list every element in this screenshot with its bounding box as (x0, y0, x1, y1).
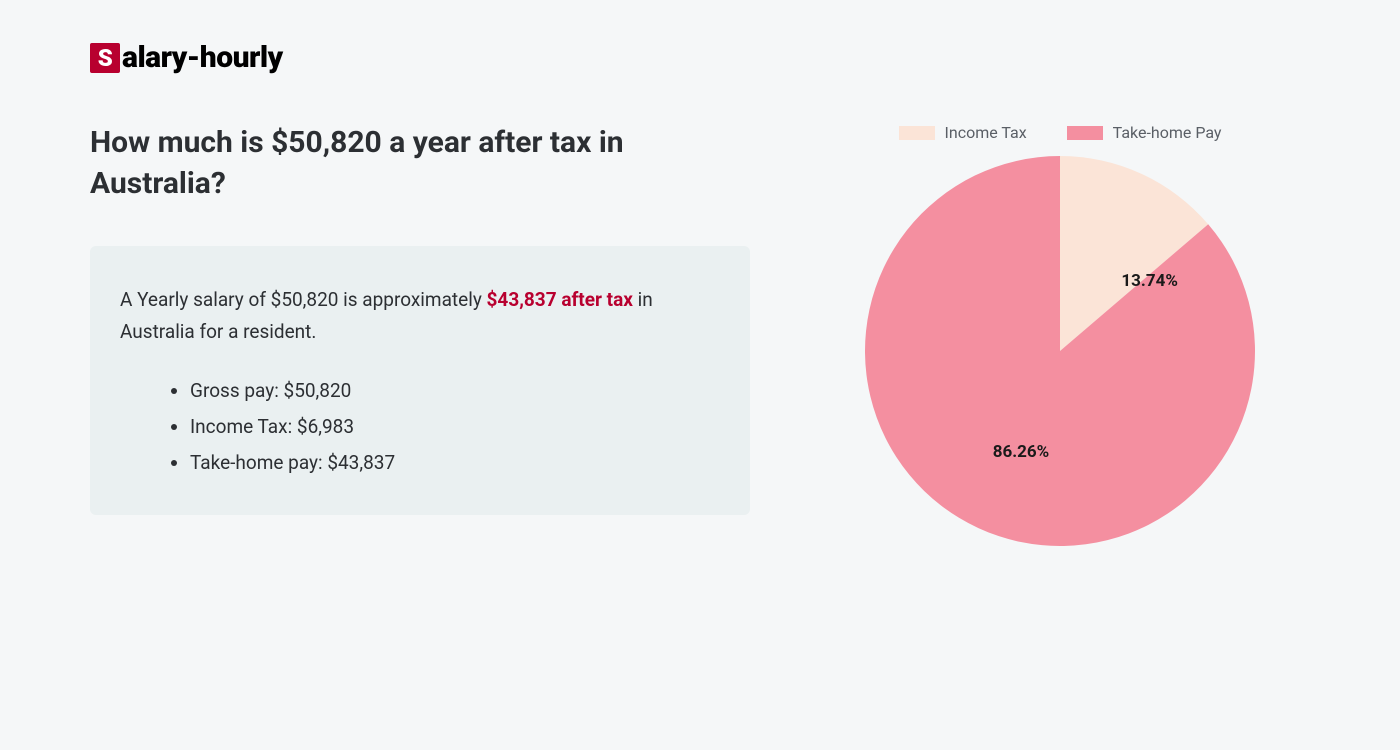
site-logo: Salary-hourly (90, 40, 1310, 75)
logo-badge: S (90, 43, 120, 73)
legend-item-take-home: Take-home Pay (1067, 123, 1222, 142)
pie-slice-label: 13.74% (1121, 271, 1178, 291)
legend-swatch (1067, 126, 1103, 140)
chart-legend: Income Tax Take-home Pay (899, 123, 1222, 142)
list-item: Take-home pay: $43,837 (190, 445, 720, 481)
pie-slice-label: 86.26% (993, 442, 1050, 462)
list-item: Income Tax: $6,983 (190, 409, 720, 445)
breakdown-list: Gross pay: $50,820 Income Tax: $6,983 Ta… (120, 373, 720, 481)
page-title: How much is $50,820 a year after tax in … (90, 123, 750, 204)
list-item: Gross pay: $50,820 (190, 373, 720, 409)
logo-text: alary-hourly (122, 40, 283, 75)
legend-item-income-tax: Income Tax (899, 123, 1027, 142)
summary-highlight: $43,837 after tax (487, 288, 633, 311)
summary-text: A Yearly salary of $50,820 is approximat… (120, 284, 720, 349)
pie-chart: 13.74% 86.26% (865, 156, 1255, 546)
summary-box: A Yearly salary of $50,820 is approximat… (90, 246, 750, 515)
legend-label: Take-home Pay (1113, 123, 1222, 142)
legend-swatch (899, 126, 935, 140)
summary-pre: A Yearly salary of $50,820 is approximat… (120, 288, 487, 311)
pie-svg (865, 156, 1255, 546)
legend-label: Income Tax (945, 123, 1027, 142)
